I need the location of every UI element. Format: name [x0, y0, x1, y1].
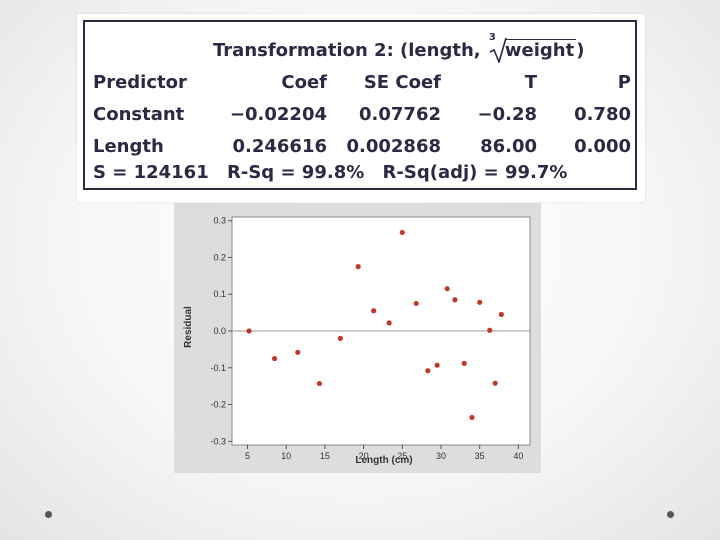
residual-point [444, 286, 450, 292]
y-tick-label: 0.1 [213, 289, 226, 299]
table-row: Length 0.246616 0.002868 86.00 0.000 [93, 130, 631, 162]
radical-sign-icon [489, 37, 507, 63]
cell-se-coef: 0.07762 [359, 103, 441, 125]
regression-table: Transformation 2: (length, 3 weight ) Pr… [93, 32, 631, 162]
cube-root: 3 weight [489, 32, 577, 63]
slide-bullet-left [45, 511, 52, 518]
cell-coef: −0.02204 [229, 103, 327, 125]
cell-predictor: Length [93, 135, 164, 157]
cell-coef: 0.246616 [232, 135, 327, 157]
residual-point [492, 380, 498, 386]
table-row: Constant −0.02204 0.07762 −0.28 0.780 [93, 98, 631, 130]
y-tick-label: 0.2 [213, 252, 226, 262]
residual-point [295, 349, 301, 355]
summary-s: S = 124161 [93, 162, 209, 183]
residual-point [355, 264, 361, 270]
residual-point [413, 300, 419, 307]
residual-plot: 0.3 0.2 0.1 0.0 -0.1 -0.2 -0.3 5 10 15 20 25 30 35 40 … [174, 203, 541, 473]
summary-rsq-adj: R-Sq(adj) = 99.7% [382, 162, 568, 183]
regression-title-row: Transformation 2: (length, 3 weight ) [93, 32, 631, 66]
residual-point [461, 360, 467, 366]
x-axis-label: Length (cm) [355, 455, 412, 466]
x-tick-label: 15 [320, 451, 330, 461]
axes-layer: 0.3 0.2 0.1 0.0 -0.1 -0.2 -0.3 5 10 15 20 25 30 35 40 [210, 216, 530, 461]
residual-point [371, 308, 377, 314]
regression-header-row: Predictor Coef SE Coef T P [93, 66, 631, 98]
cell-t: −0.28 [477, 103, 538, 125]
x-tick-label: 20 [359, 451, 369, 461]
header-t: T [524, 71, 537, 93]
residual-point [452, 297, 458, 303]
regression-title-suffix: ) [576, 39, 585, 61]
y-axis-label: Residual [183, 306, 194, 348]
y-tick-label: 0.3 [213, 216, 226, 226]
residual-point [399, 229, 405, 236]
y-tick-label: -0.3 [210, 436, 226, 446]
residual-point [246, 328, 252, 334]
cube-root-radicand: weight [504, 38, 577, 61]
regression-output-box: Transformation 2: (length, 3 weight ) Pr… [83, 20, 637, 190]
header-p: P [617, 71, 631, 93]
regression-title-prefix: Transformation 2: (length, [213, 39, 481, 61]
cell-t: 86.00 [480, 135, 537, 157]
regression-title: Transformation 2: (length, 3 weight ) [209, 32, 631, 66]
x-tick-label: 40 [513, 451, 523, 461]
x-tick-label: 10 [281, 451, 291, 461]
header-se-coef: SE Coef [363, 71, 441, 93]
cube-root-index: 3 [488, 31, 496, 43]
y-tick-label: -0.1 [210, 363, 226, 373]
regression-output-panel: Transformation 2: (length, 3 weight ) Pr… [77, 14, 645, 202]
points-layer [246, 229, 504, 421]
cell-p: 0.000 [574, 135, 631, 157]
x-tick-label: 25 [397, 451, 407, 461]
residual-point [477, 299, 483, 305]
y-tick-label: -0.2 [210, 400, 226, 410]
header-coef: Coef [281, 71, 327, 93]
x-tick-label: 5 [245, 451, 250, 461]
residual-point [434, 362, 440, 368]
x-tick-label: 35 [475, 451, 485, 461]
residual-point [498, 311, 504, 318]
residual-plot-svg: 0.30.20.10.0-0.1-0.2-0.35 10 15 20 25 30 35 40 … [183, 216, 531, 466]
regression-summary: S = 124161 R-Sq = 99.8% R-Sq(adj) = 99.7… [93, 162, 579, 183]
y-tick-label: 0.0 [213, 326, 226, 336]
residual-point [271, 355, 278, 362]
residual-point [425, 368, 431, 374]
cell-p: 0.780 [574, 103, 631, 125]
residual-point [337, 335, 343, 341]
cell-predictor: Constant [93, 103, 185, 125]
residual-point [487, 327, 493, 333]
summary-rsq: R-Sq = 99.8% [227, 162, 365, 183]
x-tick-label: 30 [436, 451, 446, 461]
residual-point [469, 414, 475, 421]
cell-se-coef: 0.002868 [346, 135, 441, 157]
slide-bullet-right [667, 511, 674, 518]
residual-point [386, 320, 392, 326]
header-predictor: Predictor [93, 71, 187, 93]
residual-point [316, 380, 323, 387]
